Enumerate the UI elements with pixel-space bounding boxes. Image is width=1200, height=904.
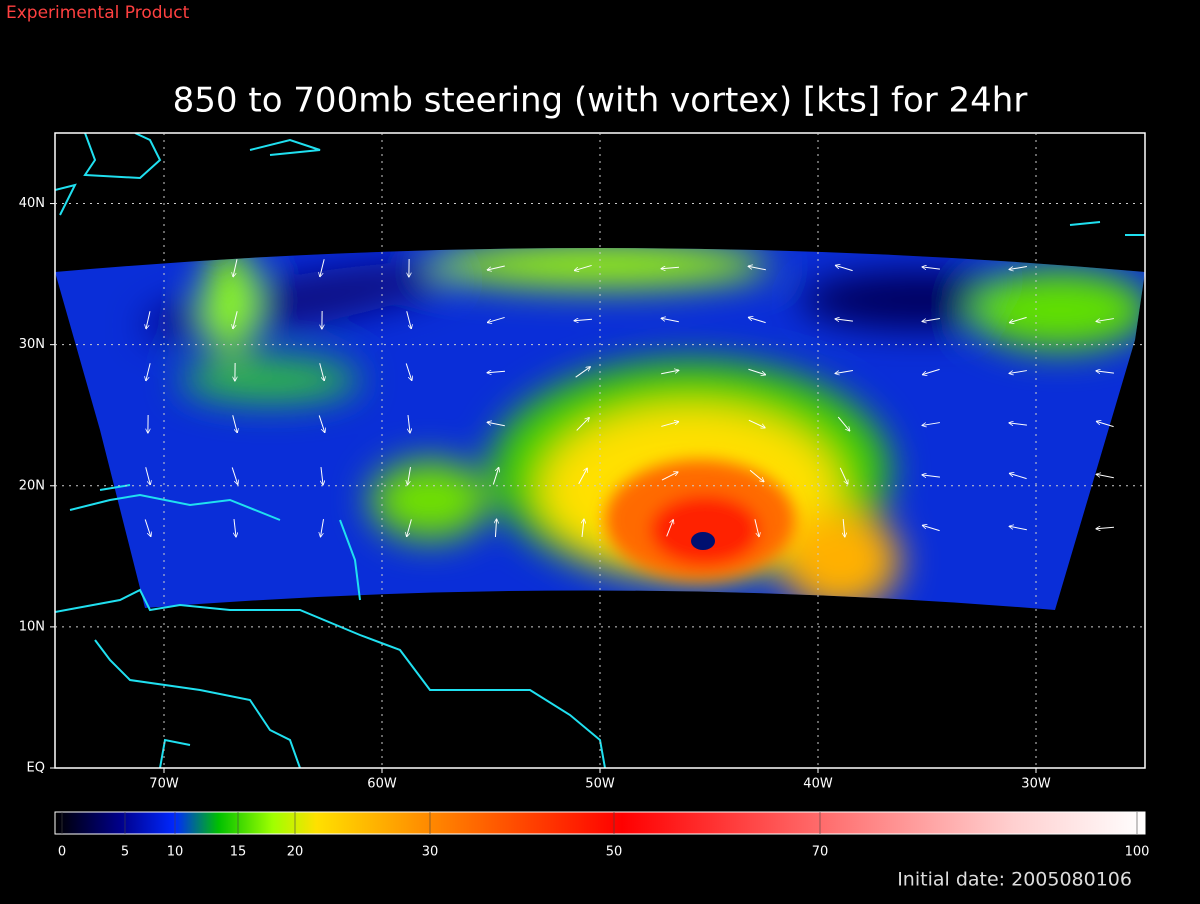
initial-date: Initial date: 2005080106 <box>897 869 1132 891</box>
colorbar-label: 70 <box>812 845 829 860</box>
x-tick-label: 40W <box>803 777 833 792</box>
colorbar-label: 20 <box>287 845 304 860</box>
colorbar-label: 30 <box>422 845 439 860</box>
y-tick-label: 30N <box>19 337 45 352</box>
x-tick-label: 50W <box>585 777 615 792</box>
map-title: 850 to 700mb steering (with vortex) [kts… <box>173 81 1028 121</box>
colorbar-label: 50 <box>606 845 623 860</box>
colorbar <box>55 812 1145 834</box>
x-tick-label: 70W <box>149 777 179 792</box>
product-label: Experimental Product <box>6 3 190 23</box>
y-tick-label: 40N <box>19 196 45 211</box>
colorbar-label: 15 <box>230 845 247 860</box>
wind-arrow <box>1096 474 1114 477</box>
y-tick-label: 20N <box>19 478 45 493</box>
colorbar-label: 10 <box>167 845 184 860</box>
x-tick-label: 30W <box>1021 777 1051 792</box>
colorbar-label: 100 <box>1125 845 1150 860</box>
y-tick-label: EQ <box>27 761 45 776</box>
colorbar-label: 0 <box>58 845 66 860</box>
vortex-eye <box>691 532 715 550</box>
y-tick-label: 10N <box>19 619 45 634</box>
x-tick-label: 60W <box>367 777 397 792</box>
wind-arrow <box>1096 527 1114 529</box>
colorbar-label: 5 <box>121 845 129 860</box>
